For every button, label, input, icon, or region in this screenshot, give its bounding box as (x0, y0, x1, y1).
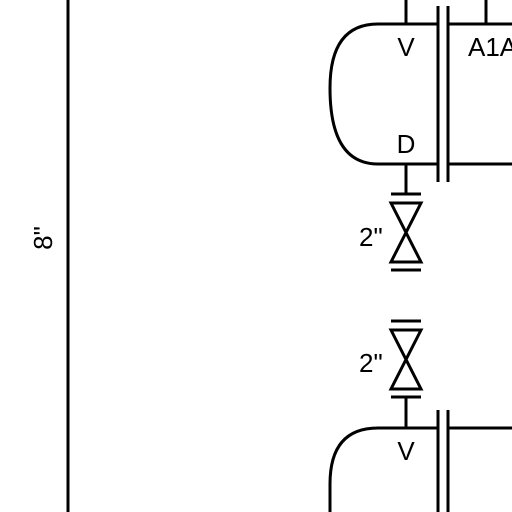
lower-valve-size-label: 2" (359, 348, 383, 378)
lower-valve-bowtie-icon (388, 328, 424, 391)
upper-valve-size-label: 2" (359, 222, 383, 252)
lower-vent-label: V (397, 436, 415, 466)
lower-gate-valve: 2" (359, 319, 424, 428)
upper-valve-bowtie-icon (388, 201, 424, 264)
upper-tag-label: A1A (468, 32, 512, 62)
lower-vessel-body (328, 426, 438, 512)
upper-vessel-assembly: V D A1A (328, 0, 512, 194)
upper-vent-label: V (397, 32, 415, 62)
lower-vessel-assembly: V (328, 410, 512, 512)
upper-gate-valve: 2" (359, 192, 424, 272)
upper-drain-label: D (397, 129, 416, 159)
main-pipe-size-label: 8" (28, 226, 58, 250)
upper-vessel-body (328, 22, 438, 166)
